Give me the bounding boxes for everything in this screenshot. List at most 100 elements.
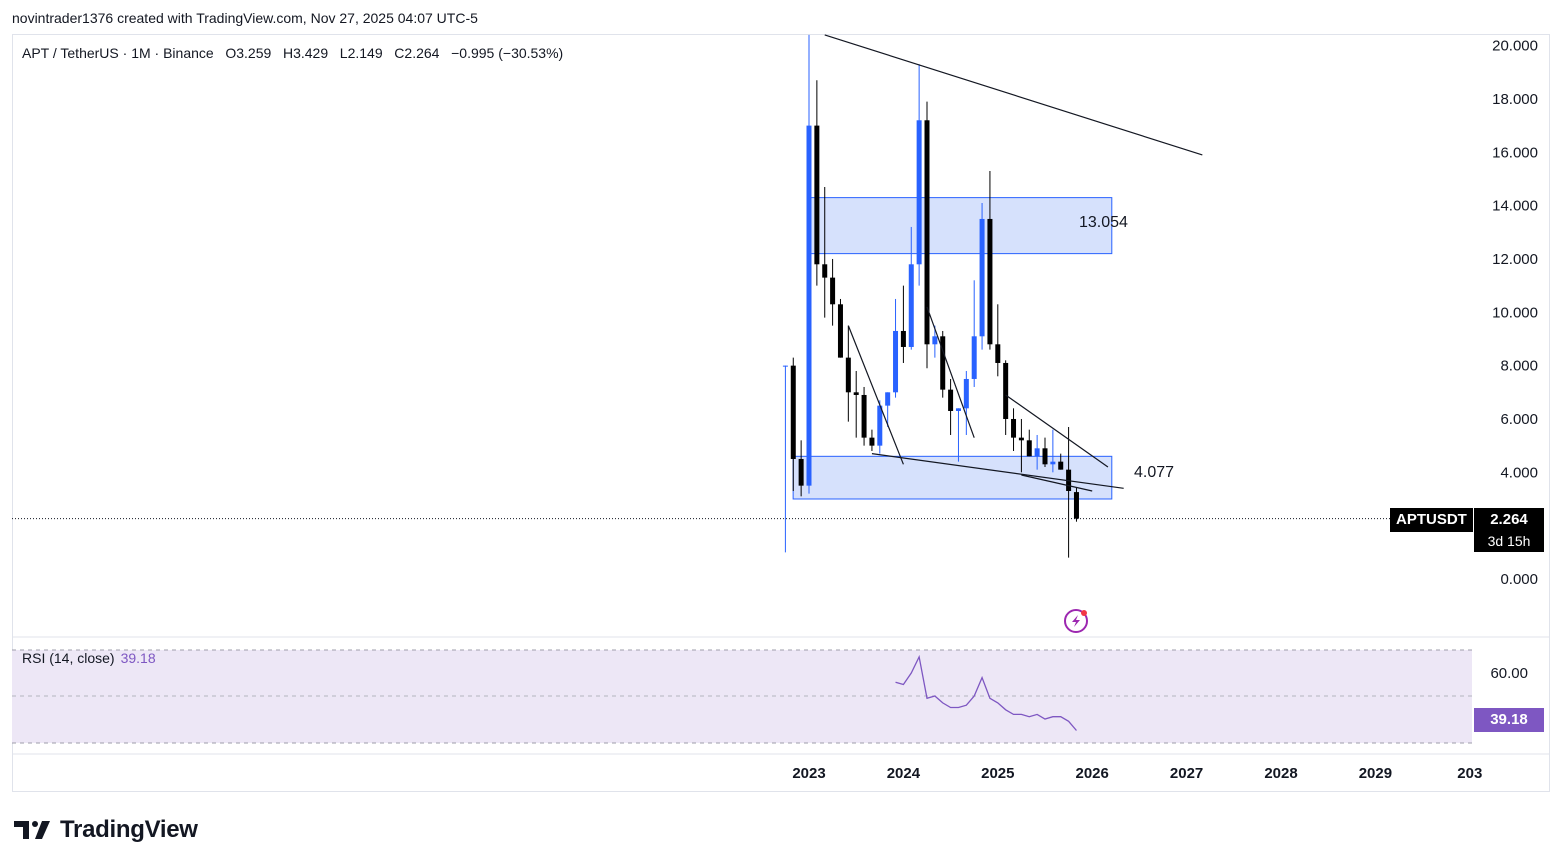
- candle-body: [955, 408, 961, 411]
- upper-zone: [808, 197, 1113, 255]
- candle: [900, 285, 906, 363]
- candle-body: [979, 218, 985, 337]
- candle-body: [1003, 362, 1009, 419]
- candle-body: [948, 389, 954, 411]
- close-value: C2.264: [394, 45, 440, 61]
- time-tick-label: 2024: [887, 765, 921, 782]
- candle-body: [830, 277, 836, 305]
- candle: [837, 298, 843, 358]
- price-tick-label: 8.000: [1500, 358, 1538, 375]
- candle-body: [845, 357, 851, 393]
- price-tick-label: 14.000: [1492, 198, 1538, 215]
- price-tick-label: 10.000: [1492, 304, 1538, 321]
- candle-body: [924, 120, 930, 345]
- candle: [806, 34, 812, 494]
- symbol-legend: APT / TetherUS · 1M · Binance O3.259 H3.…: [22, 45, 563, 61]
- candle-body: [1011, 418, 1017, 438]
- change-value: −0.995 (−30.53%): [451, 45, 564, 61]
- trendline: [824, 34, 1203, 156]
- symbol-tag: APTUSDT: [1390, 508, 1473, 532]
- candle: [1058, 453, 1064, 470]
- tv-logo-text: TradingView: [60, 816, 198, 843]
- trendline: [847, 325, 904, 465]
- symbol-name: APT / TetherUS · 1M · Binance: [22, 45, 214, 61]
- candle: [869, 429, 875, 451]
- candle: [948, 378, 954, 435]
- candle: [987, 170, 993, 350]
- rsi-label: RSI (14, close): [22, 650, 115, 666]
- candle: [782, 365, 788, 553]
- candle-body: [995, 344, 1001, 363]
- candle-body: [1026, 440, 1032, 457]
- candle-body: [885, 392, 891, 406]
- candle-body: [893, 330, 899, 393]
- candle: [940, 330, 946, 398]
- candle-body: [877, 405, 883, 446]
- price-tick-label: 16.000: [1492, 144, 1538, 161]
- high-value: H3.429: [282, 45, 329, 61]
- candle-body: [853, 392, 859, 395]
- candle-body: [861, 394, 867, 438]
- candle: [1050, 429, 1056, 473]
- candle: [790, 357, 796, 491]
- candle-body: [1018, 437, 1024, 441]
- candle-body: [987, 218, 993, 345]
- lower-zone-label: 4.077: [1134, 464, 1175, 481]
- candle-body: [916, 120, 922, 265]
- candle-body: [1073, 492, 1079, 519]
- candle: [1026, 429, 1032, 457]
- candle: [1034, 434, 1040, 470]
- tv-logo-icon: [14, 821, 50, 839]
- trendline: [926, 306, 975, 438]
- candle: [908, 226, 914, 350]
- candle: [893, 298, 899, 398]
- time-tick-label: 2028: [1264, 765, 1297, 782]
- candle: [1003, 360, 1009, 435]
- candles-layer: [782, 34, 1079, 558]
- time-tick-label: 2023: [792, 765, 825, 782]
- candle-body: [900, 330, 906, 347]
- candle: [830, 258, 836, 326]
- price-tick-label: 12.000: [1492, 251, 1538, 268]
- candle-body: [790, 365, 796, 459]
- candle: [916, 64, 922, 286]
- open-value: O3.259: [225, 45, 272, 61]
- candle-body: [798, 458, 804, 486]
- time-tick-label: 2025: [981, 765, 1014, 782]
- rsi-value-tag: 39.18: [1474, 708, 1544, 732]
- rsi-tick-label: 60.00: [1490, 665, 1528, 682]
- candle-body: [908, 264, 914, 347]
- candle: [979, 202, 985, 350]
- candle: [955, 408, 961, 462]
- candle-body: [963, 378, 969, 409]
- candle-body: [806, 125, 812, 486]
- candle-body: [932, 336, 938, 345]
- candle-body: [814, 125, 820, 265]
- price-tick-label: 6.000: [1500, 411, 1538, 428]
- candle: [932, 325, 938, 358]
- candle: [861, 386, 867, 446]
- candle: [963, 370, 969, 435]
- trendline: [1005, 394, 1109, 468]
- candle: [845, 325, 851, 422]
- candle-body: [940, 336, 946, 390]
- candle: [1042, 437, 1048, 467]
- price-tick-label: 4.000: [1500, 464, 1538, 481]
- price-tick-label: 0.000: [1500, 571, 1538, 588]
- candle-body: [1034, 448, 1040, 457]
- rsi-axis: 60.00: [1490, 665, 1528, 682]
- candle-body: [869, 437, 875, 446]
- candle: [822, 186, 828, 318]
- trendlines-layer: [824, 34, 1203, 492]
- lightning-icon[interactable]: [1064, 609, 1088, 633]
- rsi-legend: RSI (14, close) 39.18: [22, 650, 156, 666]
- candle-body: [971, 336, 977, 379]
- candle-body: [1058, 461, 1064, 470]
- price-axis: 20.000 18.000 16.000 14.000 12.000 10.000 8.00…: [1492, 38, 1538, 588]
- tradingview-logo[interactable]: TradingView: [14, 816, 198, 844]
- time-tick-label: 203: [1457, 765, 1482, 782]
- candle: [877, 400, 883, 454]
- time-tick-label: 2027: [1170, 765, 1203, 782]
- trendline: [1021, 474, 1093, 492]
